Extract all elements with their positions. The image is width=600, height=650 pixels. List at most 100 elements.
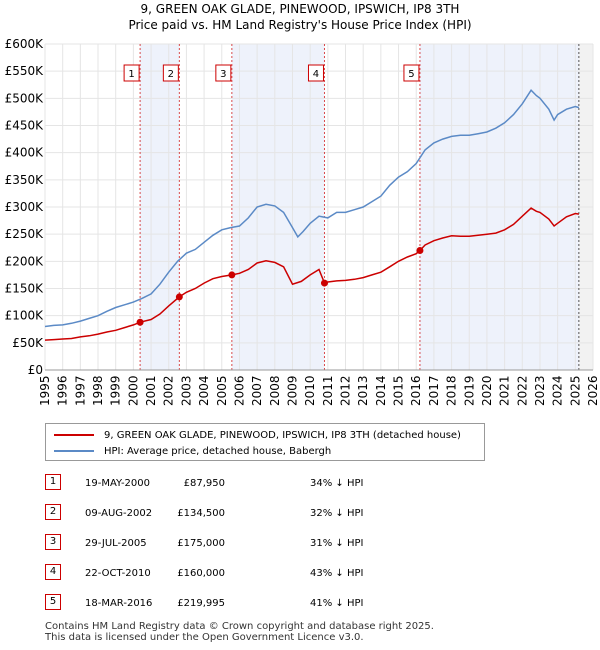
x-tick-label: 2008 — [268, 375, 282, 406]
x-tick-label: 2001 — [144, 375, 158, 406]
x-tick-label: 2007 — [250, 375, 264, 406]
x-tick-label: 2010 — [303, 375, 317, 406]
chart-legend: 9, GREEN OAK GLADE, PINEWOOD, IPSWICH, I… — [45, 423, 485, 461]
x-tick-label: 1997 — [73, 375, 87, 406]
x-tick-label: 1998 — [91, 375, 105, 406]
x-tick-label: 2004 — [197, 375, 211, 406]
sale-price: £160,000 — [177, 568, 225, 579]
y-tick-label: £550K — [5, 64, 45, 78]
sale-date: 09-AUG-2002 — [85, 508, 153, 519]
sale-price: £219,995 — [177, 598, 225, 609]
sale-price: £134,500 — [177, 508, 225, 519]
footer-copyright: Contains HM Land Registry data © Crown c… — [45, 621, 434, 632]
x-tick-label: 2011 — [321, 375, 335, 406]
x-tick-label: 2017 — [427, 375, 441, 406]
sale-hpi-diff: 32% ↓ HPI — [310, 508, 364, 519]
x-tick-label: 2006 — [232, 375, 246, 406]
sale-label-box — [307, 64, 324, 82]
sale-label: 3 — [220, 69, 226, 80]
x-tick-label: 2013 — [356, 375, 370, 406]
sale-price: £175,000 — [177, 538, 225, 549]
sale-hpi-diff: 41% ↓ HPI — [310, 598, 364, 609]
legend-label-property: 9, GREEN OAK GLADE, PINEWOOD, IPSWICH, I… — [104, 429, 461, 441]
x-tick-label: 2022 — [515, 375, 529, 406]
table-row: 3 29-JUL-2005 £175,000 31% ↓ HPI — [45, 530, 445, 560]
sale-hpi-diff: 34% ↓ HPI — [310, 478, 364, 489]
x-tick-label: 2002 — [162, 375, 176, 406]
x-tick-label: 2015 — [392, 375, 406, 406]
sale-hpi-diff: 31% ↓ HPI — [310, 538, 364, 549]
footer-licence: This data is licensed under the Open Gov… — [45, 632, 364, 643]
legend-swatch-property — [54, 434, 94, 436]
x-tick-label: 2026 — [586, 375, 600, 406]
sale-label-box — [403, 64, 420, 82]
x-tick-label: 2003 — [179, 375, 193, 406]
x-tick-label: 2016 — [409, 375, 423, 406]
y-tick-label: £350K — [5, 173, 45, 187]
x-tick-label: 2009 — [285, 375, 299, 406]
sale-label: 1 — [128, 69, 134, 80]
y-tick-label: £250K — [5, 227, 45, 241]
sale-point — [136, 318, 144, 326]
y-tick-label: £300K — [5, 200, 45, 214]
sale-label: 4 — [313, 69, 319, 80]
table-row: 2 09-AUG-2002 £134,500 32% ↓ HPI — [45, 500, 445, 530]
y-tick-label: £100K — [5, 309, 45, 323]
legend-item-hpi: HPI: Average price, detached house, Babe… — [54, 443, 331, 459]
sale-label-box — [123, 64, 140, 82]
chart-title-line2: Price paid vs. HM Land Registry's House … — [128, 18, 472, 32]
table-row: 1 19-MAY-2000 £87,950 34% ↓ HPI — [45, 470, 445, 500]
x-tick-label: 2020 — [480, 375, 494, 406]
y-tick-label: £400K — [5, 146, 45, 160]
x-tick-label: 2012 — [339, 375, 353, 406]
sale-point — [320, 279, 328, 287]
x-tick-label: 1995 — [38, 375, 52, 406]
sale-date: 18-MAR-2016 — [85, 598, 153, 609]
y-tick-label: £600K — [5, 37, 45, 51]
sales-table: 1 19-MAY-2000 £87,950 34% ↓ HPI 2 09-AUG… — [45, 470, 445, 620]
sale-price: £87,950 — [183, 478, 225, 489]
y-tick-label: £200K — [5, 254, 45, 268]
x-tick-label: 2019 — [462, 375, 476, 406]
y-tick-label: £500K — [5, 91, 45, 105]
sale-hpi-diff: 43% ↓ HPI — [310, 568, 364, 579]
legend-item-property: 9, GREEN OAK GLADE, PINEWOOD, IPSWICH, I… — [54, 427, 461, 443]
x-tick-label: 2023 — [533, 375, 547, 406]
sale-date: 19-MAY-2000 — [85, 478, 151, 489]
x-tick-label: 2014 — [374, 375, 388, 406]
x-tick-label: 2024 — [551, 375, 565, 406]
sale-marker-label: 5 — [45, 594, 61, 610]
y-tick-label: £50K — [12, 336, 44, 350]
x-tick-label: 2025 — [568, 375, 582, 406]
sale-marker-label: 1 — [45, 474, 61, 490]
sale-label: 2 — [168, 69, 174, 80]
x-tick-label: 1999 — [109, 375, 123, 406]
y-tick-label: £450K — [5, 119, 45, 133]
table-row: 4 22-OCT-2010 £160,000 43% ↓ HPI — [45, 560, 445, 590]
sale-date: 22-OCT-2010 — [85, 568, 151, 579]
x-tick-label: 2018 — [445, 375, 459, 406]
x-tick-label: 1996 — [56, 375, 70, 406]
sale-point — [228, 271, 236, 279]
chart-title-line1: 9, GREEN OAK GLADE, PINEWOOD, IPSWICH, I… — [140, 2, 460, 16]
legend-label-hpi: HPI: Average price, detached house, Babe… — [104, 445, 332, 457]
price-chart: 1 2 3 4 5 £0 £50K £100K £150K £200K £250K £300K £350… — [5, 37, 600, 406]
table-row: 5 18-MAR-2016 £219,995 41% ↓ HPI — [45, 590, 445, 620]
legend-swatch-hpi — [54, 450, 94, 452]
sale-date: 29-JUL-2005 — [85, 538, 147, 549]
x-tick-label: 2000 — [126, 375, 140, 406]
footer: Contains HM Land Registry data © Crown c… — [45, 621, 434, 643]
sale-label-box — [215, 64, 232, 82]
sale-marker-label: 3 — [45, 534, 61, 550]
x-tick-label: 2005 — [215, 375, 229, 406]
sale-label-box — [162, 64, 179, 82]
sale-marker-label: 2 — [45, 504, 61, 520]
sale-point — [175, 293, 183, 301]
y-tick-label: £150K — [5, 282, 45, 296]
sale-marker-label: 4 — [45, 564, 61, 580]
y-tick-label: £0 — [28, 363, 43, 377]
hpi-line — [44, 89, 580, 328]
sale-label: 5 — [408, 69, 414, 80]
sale-point — [416, 246, 424, 254]
x-tick-label: 2021 — [498, 375, 512, 406]
